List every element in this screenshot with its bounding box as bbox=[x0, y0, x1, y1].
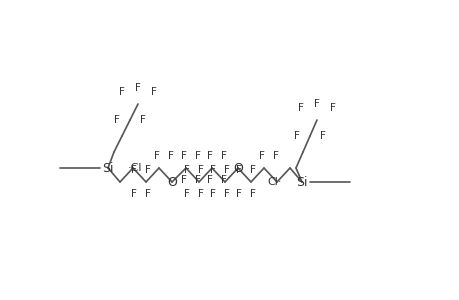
Text: F: F bbox=[181, 175, 186, 185]
Text: F: F bbox=[135, 83, 140, 93]
Text: F: F bbox=[273, 151, 278, 161]
Text: F: F bbox=[224, 165, 230, 175]
Text: F: F bbox=[140, 115, 146, 125]
Text: F: F bbox=[151, 87, 157, 97]
Text: F: F bbox=[184, 165, 190, 175]
Text: F: F bbox=[131, 189, 137, 199]
Text: F: F bbox=[184, 189, 190, 199]
Text: Cl·: Cl· bbox=[267, 177, 281, 187]
Text: F: F bbox=[224, 189, 230, 199]
Text: F: F bbox=[207, 151, 213, 161]
Text: F: F bbox=[258, 151, 264, 161]
Text: F: F bbox=[210, 189, 215, 199]
Text: F: F bbox=[319, 131, 325, 141]
Text: O: O bbox=[167, 176, 177, 188]
Text: F: F bbox=[181, 151, 186, 161]
Text: F: F bbox=[250, 189, 255, 199]
Text: F: F bbox=[293, 131, 299, 141]
Text: F: F bbox=[145, 165, 151, 175]
Text: F: F bbox=[154, 151, 160, 161]
Text: F: F bbox=[235, 165, 241, 175]
Text: F: F bbox=[195, 175, 201, 185]
Text: F: F bbox=[198, 165, 203, 175]
Text: ·Cl: ·Cl bbox=[128, 163, 142, 173]
Text: F: F bbox=[210, 165, 215, 175]
Text: F: F bbox=[207, 175, 213, 185]
Text: F: F bbox=[168, 151, 174, 161]
Text: O: O bbox=[233, 161, 242, 175]
Text: F: F bbox=[145, 189, 151, 199]
Text: F: F bbox=[313, 99, 319, 109]
Text: F: F bbox=[330, 103, 335, 113]
Text: F: F bbox=[221, 151, 226, 161]
Text: F: F bbox=[250, 165, 255, 175]
Text: F: F bbox=[114, 115, 120, 125]
Text: F: F bbox=[198, 189, 203, 199]
Text: F: F bbox=[119, 87, 125, 97]
Text: F: F bbox=[235, 189, 241, 199]
Text: F: F bbox=[131, 165, 137, 175]
Text: Si: Si bbox=[296, 176, 307, 188]
Text: F: F bbox=[297, 103, 303, 113]
Text: F: F bbox=[221, 175, 226, 185]
Text: Si: Si bbox=[102, 161, 113, 175]
Text: F: F bbox=[195, 151, 201, 161]
